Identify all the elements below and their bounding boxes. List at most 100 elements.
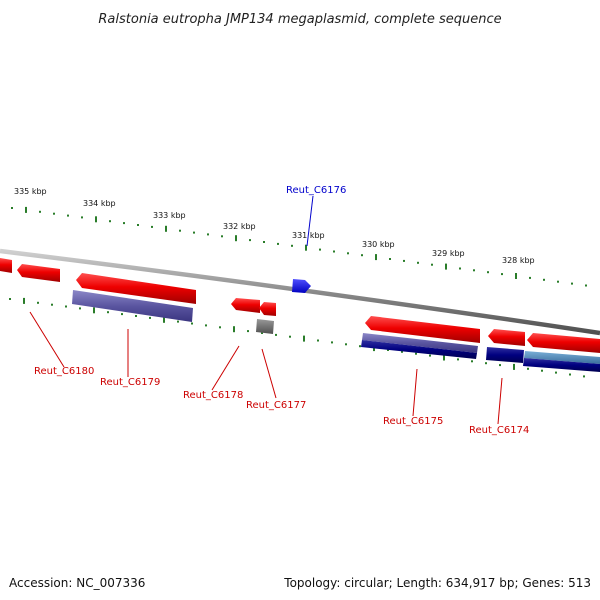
leader-reut-c6178 [211,345,240,391]
inner-minor-tick [275,333,277,336]
outer-minor-tick [291,244,293,247]
outer-minor-tick [431,263,433,266]
inner-minor-tick [121,313,123,316]
outer-minor-tick [333,250,335,253]
label-reut-c6178[interactable]: Reut_C6178 [183,390,243,401]
gene-reut-c6176[interactable] [292,279,311,293]
leader-reut-c6174 [497,377,503,425]
outer-minor-tick [263,241,265,243]
outer-minor-tick [571,282,573,285]
outer-minor-tick [529,276,531,279]
outer-minor-tick [585,284,587,287]
outer-minor-tick [543,278,545,281]
inner-minor-tick [541,369,543,372]
cds-reut-c6174[interactable] [486,347,524,363]
cds-reut-c6177[interactable] [256,319,274,334]
outer-major-tick [25,206,27,213]
gene-reut-c6178[interactable] [231,298,260,313]
tick-label-332: 332 kbp [223,222,256,231]
inner-minor-tick [9,298,11,300]
inner-minor-tick [135,315,137,317]
cds-reut-c6179[interactable] [72,290,193,322]
outer-minor-tick [81,216,83,219]
inner-major-tick [513,363,515,370]
inner-minor-tick [485,362,487,365]
inner-tick-track [9,297,585,378]
outer-minor-tick [11,207,13,209]
leader-reut-c6175 [412,368,418,417]
accession-text: Accession: NC_007336 [9,576,145,590]
outer-minor-tick [39,210,41,213]
outer-minor-tick [179,229,181,232]
inner-minor-tick [457,358,459,361]
inner-minor-tick [65,305,67,308]
inner-major-tick [233,326,235,333]
leader-reut-c6180 [29,311,65,368]
outer-major-tick [165,225,167,232]
inner-minor-tick [387,349,389,351]
label-reut-c6174[interactable]: Reut_C6174 [469,425,529,436]
outer-minor-tick [487,271,489,274]
outer-minor-tick [417,261,419,264]
outer-major-tick [305,244,307,251]
leader-lines [29,195,503,425]
inner-minor-tick [429,354,431,357]
outer-minor-tick [53,212,55,215]
gene-right-edge[interactable] [527,333,600,353]
outer-minor-tick [389,258,391,260]
tick-label-329: 329 kbp [432,249,465,258]
gene-reut-c6180-left-fragment[interactable] [0,258,12,273]
gene-reut-c6174[interactable] [488,329,525,346]
tick-label-333: 333 kbp [153,211,186,220]
gene-labels: Reut_C6176 Reut_C6180 Reut_C6179 Reut_C6… [34,185,529,436]
label-reut-c6175[interactable]: Reut_C6175 [383,416,443,427]
label-reut-c6179[interactable]: Reut_C6179 [100,377,160,388]
outer-major-tick [95,216,97,223]
tick-label-334: 334 kbp [83,199,116,208]
inner-minor-tick [51,303,53,306]
outer-minor-tick [207,233,209,236]
outer-minor-tick [459,267,461,270]
outer-minor-tick [109,220,111,223]
gene-features [0,258,600,372]
outer-minor-tick [67,214,69,217]
map-title: Ralstonia eutropha JMP134 megaplasmid, c… [98,12,501,27]
inner-minor-tick [191,322,193,325]
inner-minor-tick [79,307,81,310]
inner-minor-tick [401,350,403,353]
outer-major-tick [235,235,237,242]
outer-minor-tick [137,224,139,226]
inner-minor-tick [205,324,207,327]
gene-reut-c6175[interactable] [365,316,480,343]
cds-right-edge-lower[interactable] [523,358,600,372]
topology-summary: Topology: circular; Length: 634,917 bp; … [283,576,591,590]
outer-minor-tick [501,273,503,276]
inner-major-tick [443,354,445,361]
inner-major-tick [93,307,95,314]
inner-minor-tick [289,335,291,338]
gene-reut-c6180[interactable] [17,264,60,282]
label-reut-c6176[interactable]: Reut_C6176 [286,185,346,196]
gene-reut-c6179[interactable] [76,273,196,304]
inner-minor-tick [37,301,39,304]
cds-reut-c6175-lower[interactable] [361,340,477,359]
inner-minor-tick [219,326,221,329]
label-reut-c6180[interactable]: Reut_C6180 [34,366,94,377]
outer-minor-tick [319,248,321,251]
inner-major-tick [163,316,165,323]
inner-minor-tick [247,330,249,333]
outer-minor-tick [123,222,125,225]
inner-minor-tick [261,332,263,334]
leader-reut-c6176 [306,195,314,247]
inner-minor-tick [471,360,473,363]
inner-minor-tick [107,311,109,314]
cds-right-edge-upper[interactable] [524,351,600,364]
outer-tick-track [11,206,587,287]
tick-label-335: 335 kbp [14,187,47,196]
cds-reut-c6175-upper[interactable] [362,333,478,353]
inner-minor-tick [499,364,501,367]
label-reut-c6177[interactable]: Reut_C6177 [246,400,306,411]
outer-major-tick [375,254,377,261]
inner-minor-tick [415,352,417,355]
gene-reut-c6177[interactable] [259,302,276,316]
